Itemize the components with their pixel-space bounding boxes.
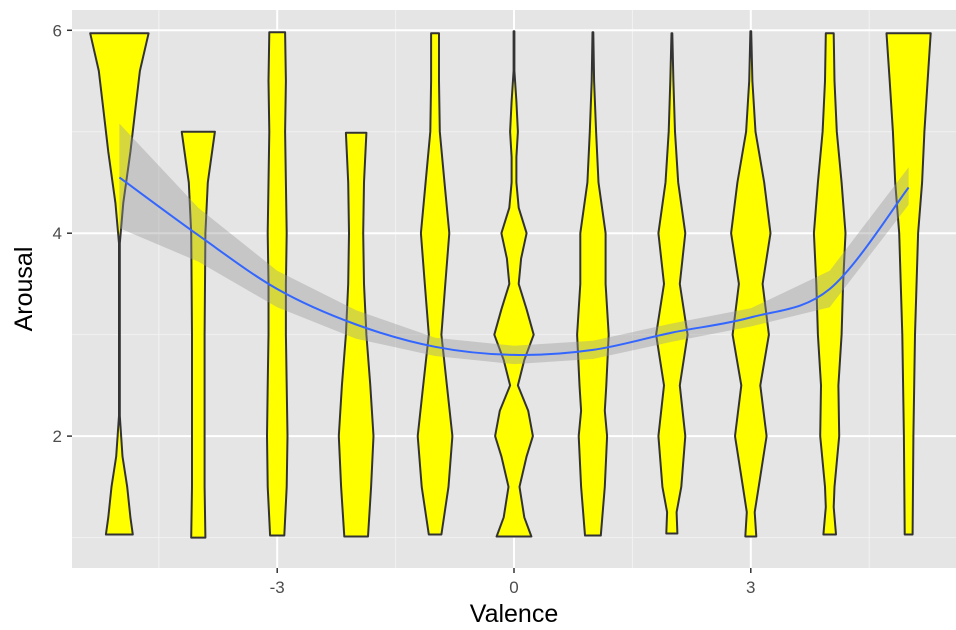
violin-layer [89,30,932,539]
x-axis-title: Valence [470,600,559,628]
x-tick-label: -3 [270,578,285,597]
x-tick-label: 0 [509,578,518,597]
violin-x5 [885,32,932,536]
x-axis: -3 0 3 [270,568,756,597]
y-axis: 2 4 6 [53,21,72,446]
violin-x3 [730,30,772,538]
violin-x-4 [180,130,216,539]
smooth-layer [118,123,910,365]
violin-x2 [655,32,689,535]
violin-x0 [493,30,535,538]
x-tick-label: 3 [746,578,755,597]
y-tick-label: 4 [53,224,62,243]
violin-x4 [812,32,847,536]
y-axis-title: Arousal [10,247,38,332]
y-tick-label: 2 [53,427,62,446]
confidence-band [119,123,909,365]
violin-x-5 [89,32,150,536]
violin-x1 [576,31,610,537]
y-tick-label: 6 [53,21,62,40]
violin-x-1 [416,32,454,536]
violin-x-3 [266,31,289,537]
smooth-line [118,176,910,357]
violin-x-2 [337,131,375,538]
